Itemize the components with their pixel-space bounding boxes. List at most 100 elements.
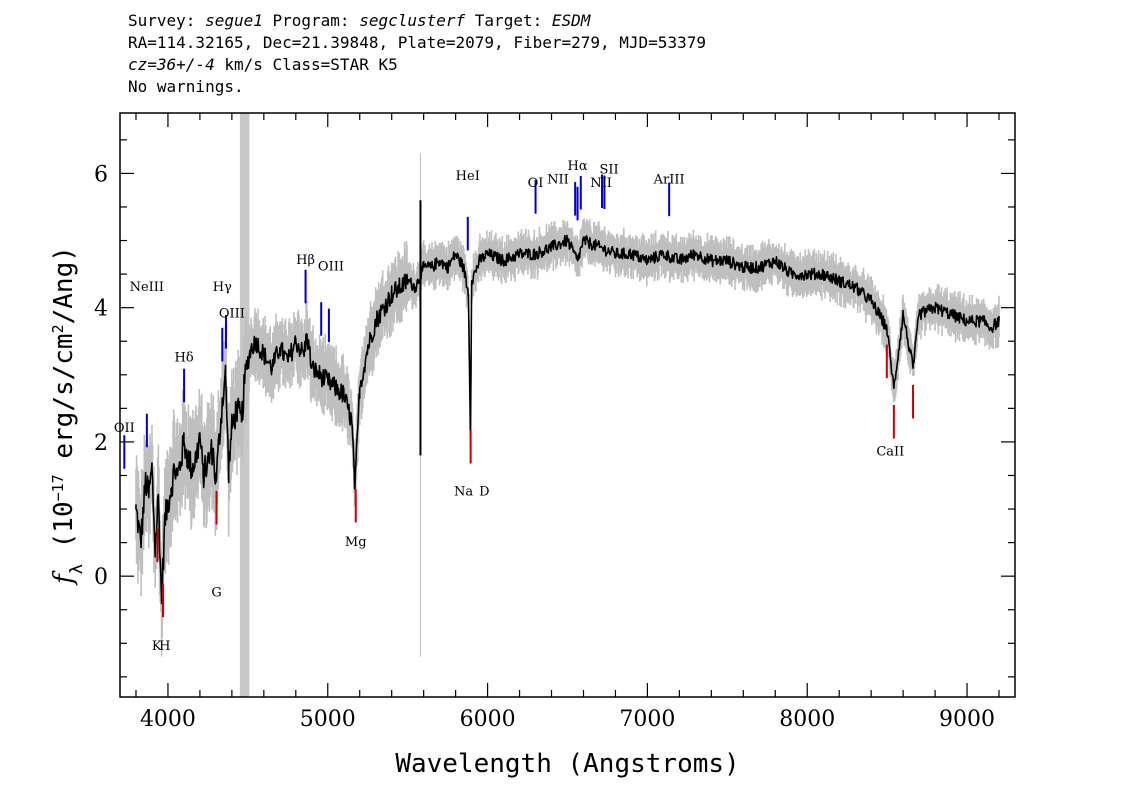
x-tick-label: 9000 [939,707,995,732]
flux-point [221,401,223,403]
flux-point [646,260,649,262]
flux-point [191,468,193,470]
redshift-value: cz=36+/-4 [128,55,215,74]
x-tick-label: 8000 [779,707,835,732]
flux-point [455,253,457,255]
emission-line-label: ArIII [653,172,685,187]
flux-point [662,253,664,255]
flux-point [486,253,489,255]
emission-line-label: HeI [456,169,480,184]
flux-point [375,320,377,322]
flux-point [934,307,936,309]
emission-line-label: Hβ [296,253,315,268]
flux-point [180,461,182,463]
target-value: ESDM [551,11,591,30]
flux-point [518,253,521,255]
flux-point [990,327,992,329]
flux-point [566,239,569,242]
absorption-line-label: CaII [876,444,904,459]
flux-point [295,340,297,342]
flux-point [228,468,230,470]
y-axis-title: fλ (10−17 erg/s/cm2/Ang) [49,246,87,586]
flux-point [694,253,696,255]
x-tick-label: 7000 [619,707,675,732]
emission-line-label: Hδ [175,350,194,365]
flux-point [742,266,744,268]
program-value: segclusterf [359,11,466,30]
flux-point [135,508,137,510]
flux-point [224,374,227,376]
flux-point [614,253,617,255]
flux-point [351,421,353,423]
flux-point [148,495,150,497]
flux-point [415,286,417,289]
flux-point [263,354,265,356]
flux-point [167,501,169,503]
emission-line-label: OI [528,176,544,191]
flux-line [135,234,1000,605]
x-tick-label: 4000 [140,707,196,732]
flux-point [144,481,147,483]
absorption-line-label: D [479,485,489,500]
absorption-line-label: Mg [345,535,367,550]
emission-line-label: Hγ [213,280,232,295]
flux-point [806,273,808,275]
x-tick-label: 6000 [460,707,516,732]
flux-point [918,313,920,315]
flux-point [678,260,680,262]
flux-point [854,286,856,289]
flux-point [463,266,465,268]
y-tick-label: 2 [94,431,108,456]
flux-point [359,387,361,389]
flux-point [582,239,585,242]
flux-point [186,454,188,456]
emission-line-label: Hα [568,159,588,174]
flux-point [140,542,142,544]
y-tick-label: 6 [94,162,108,187]
flux-point [247,360,249,362]
flux-point [154,548,156,550]
flux-point [982,320,984,322]
flux-point [790,273,792,275]
spectrum-header: Survey: segue1 Program: segclusterf Targ… [128,10,706,98]
flux-point [212,448,214,450]
flux-point [447,266,449,268]
flux-point [838,280,840,282]
flux-point [196,454,198,456]
flux-point [902,313,904,315]
flux-point [244,380,246,383]
flux-point [502,260,505,262]
flux-point [893,387,895,389]
emission-line-label: OIII [318,260,344,275]
flux-point [335,387,337,389]
flux-point [250,347,252,349]
flux-point [383,307,385,309]
flux-point [758,266,760,268]
flux-point [255,340,257,342]
flux-point [950,313,952,315]
emission-line-label: OIII [219,307,245,322]
flux-point [598,246,601,248]
flux-point [157,495,159,497]
flux-point [207,461,209,463]
flux-point [202,474,204,477]
flux-point [303,354,305,356]
flux-point [170,488,172,490]
flux-point [471,280,473,282]
flux-point [173,468,175,470]
absorption-line-label: K [152,639,162,654]
survey-value: segue1 [205,11,263,30]
absorption-line-label: Na [454,485,473,500]
flux-point [966,320,968,322]
flux-point [327,380,329,383]
flux-point [287,360,289,362]
flux-point [176,474,179,477]
flux-point [343,394,345,396]
flux-point [534,253,537,255]
flux-point [423,266,425,268]
flux-point [279,347,281,349]
flux-point [478,260,481,262]
y-tick-label: 0 [94,565,108,590]
emission-line-label: NII [590,176,612,191]
